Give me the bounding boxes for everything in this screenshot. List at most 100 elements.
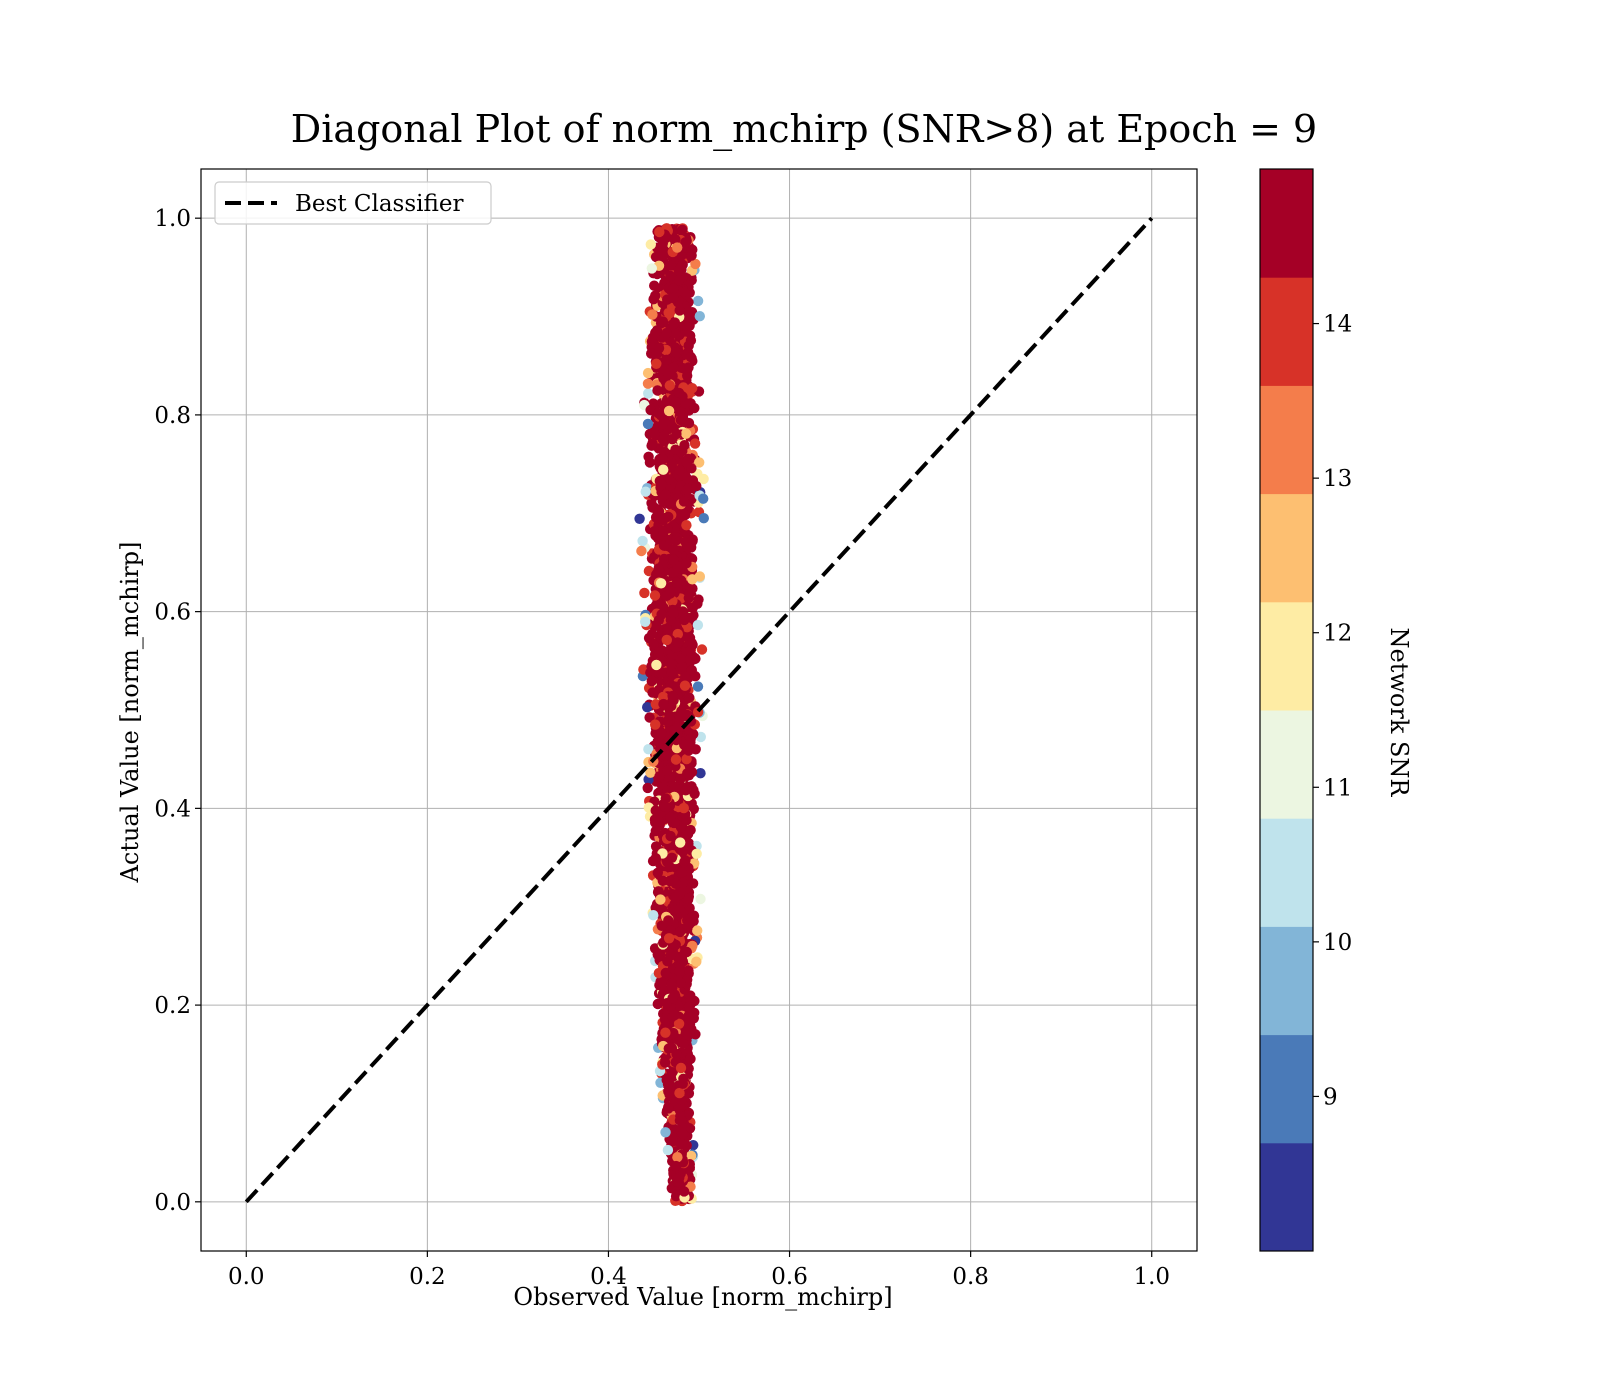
y-tick-label: 0.0 xyxy=(154,1190,191,1216)
scatter-point xyxy=(668,283,679,294)
colorbar-level xyxy=(1260,710,1313,819)
scatter-point xyxy=(647,628,658,640)
colorbar-tick-label: 12 xyxy=(1323,621,1352,647)
scatter-point xyxy=(662,856,673,868)
scatter-point xyxy=(698,493,709,504)
colorbar-tick-label: 14 xyxy=(1323,312,1352,338)
scatter-point xyxy=(653,343,665,354)
scatter-point xyxy=(649,590,661,601)
scatter-point xyxy=(668,292,679,304)
colorbar-level xyxy=(1260,926,1313,1036)
scatter-point xyxy=(668,362,679,373)
legend: Best Classifier xyxy=(214,181,492,225)
scatter-point xyxy=(681,520,692,531)
scatter-point xyxy=(654,771,665,782)
scatter-point xyxy=(683,1063,694,1074)
scatter-point xyxy=(695,768,706,779)
scatter-point xyxy=(698,513,709,524)
scatter-point xyxy=(684,1001,695,1013)
scatter-point xyxy=(662,1144,674,1156)
x-tick-label: 0.6 xyxy=(771,1264,808,1290)
scatter-point xyxy=(664,710,675,721)
scatter-point xyxy=(655,578,667,589)
scatter-point xyxy=(667,993,678,1004)
scatter-point xyxy=(637,535,648,547)
scatter-point xyxy=(659,1057,671,1068)
scatter-point xyxy=(676,953,687,965)
scatter-point xyxy=(677,259,688,270)
scatter-point xyxy=(670,234,681,245)
scatter-point xyxy=(677,224,688,235)
scatter-point xyxy=(683,745,694,756)
scatter-point xyxy=(650,327,661,338)
scatter-point xyxy=(674,274,685,286)
scatter-point xyxy=(663,1103,674,1114)
scatter-point xyxy=(642,702,653,713)
scatter-point xyxy=(687,534,698,545)
scatter-point xyxy=(642,418,654,430)
scatter-point xyxy=(677,867,688,878)
scatter-point xyxy=(657,977,668,988)
best-classifier-line xyxy=(244,216,1154,1204)
legend-entry-best-classifier: Best Classifier xyxy=(295,191,463,217)
scatter-points xyxy=(634,223,709,1207)
scatter-point xyxy=(677,846,689,857)
plot-area: 0.0 0.2 0.4 0.6 0.8 1.0 0.0 0.2 0.4 0.6 0.8 1.0 xyxy=(154,168,1198,1290)
y-axis-ticks: 0.0 0.2 0.4 0.6 0.8 1.0 xyxy=(154,206,201,1216)
scatter-point xyxy=(670,781,681,793)
scatter-point xyxy=(694,311,705,322)
scatter-point xyxy=(660,1127,671,1138)
scatter-point xyxy=(680,237,691,248)
colorbar-frame xyxy=(1259,168,1314,1252)
scatter-point xyxy=(698,473,709,485)
scatter-point xyxy=(672,242,683,253)
scatter-point xyxy=(679,319,691,331)
scatter-point xyxy=(691,848,702,859)
scatter-point xyxy=(665,812,676,823)
scatter-point xyxy=(664,308,675,319)
colorbar-levels xyxy=(1260,169,1313,1252)
scatter-point xyxy=(649,814,661,825)
x-axis-ticks: 0.0 0.2 0.4 0.6 0.8 1.0 xyxy=(228,1251,1170,1290)
colorbar-level xyxy=(1260,493,1313,603)
scatter-point xyxy=(668,607,679,619)
scatter-point xyxy=(658,526,669,537)
scatter-point xyxy=(660,793,671,804)
colorbar-label: Network SNR xyxy=(1385,628,1413,798)
scatter-point xyxy=(653,407,664,419)
colorbar-tick-label: 10 xyxy=(1323,930,1352,956)
scatter-point xyxy=(653,563,665,575)
scatter-point xyxy=(692,925,703,936)
colorbar-level xyxy=(1260,818,1313,927)
scatter-point xyxy=(689,788,700,799)
colorbar-level xyxy=(1260,1034,1313,1144)
scatter-point xyxy=(658,464,669,475)
scatter-point xyxy=(692,295,704,307)
scatter-point xyxy=(668,1010,680,1021)
scatter-point xyxy=(672,628,683,640)
scatter-point xyxy=(647,309,658,320)
scatter-point xyxy=(666,458,678,469)
legend-box xyxy=(214,181,492,225)
scatter-point xyxy=(661,634,672,646)
scatter-point xyxy=(648,638,659,650)
scatter-point xyxy=(681,457,692,468)
scatter-point xyxy=(657,316,669,327)
y-tick-label: 0.6 xyxy=(154,600,191,626)
scatter-point xyxy=(666,1042,678,1054)
scatter-point xyxy=(684,692,695,703)
scatter-point xyxy=(679,680,691,691)
scatter-point xyxy=(658,698,669,710)
x-tick-label: 0.8 xyxy=(952,1264,989,1290)
scatter-point xyxy=(685,1150,697,1162)
scatter-point xyxy=(656,727,667,739)
scatter-point xyxy=(655,894,666,905)
scatter-point xyxy=(658,514,669,526)
scatter-point xyxy=(663,933,675,944)
scatter-point xyxy=(678,1186,690,1197)
scatter-point xyxy=(650,687,661,698)
scatter-point xyxy=(682,768,693,779)
colorbar-ticks: 9 10 11 12 13 14 xyxy=(1313,312,1352,1110)
scatter-point xyxy=(661,1074,672,1086)
scatter-point xyxy=(644,457,656,468)
